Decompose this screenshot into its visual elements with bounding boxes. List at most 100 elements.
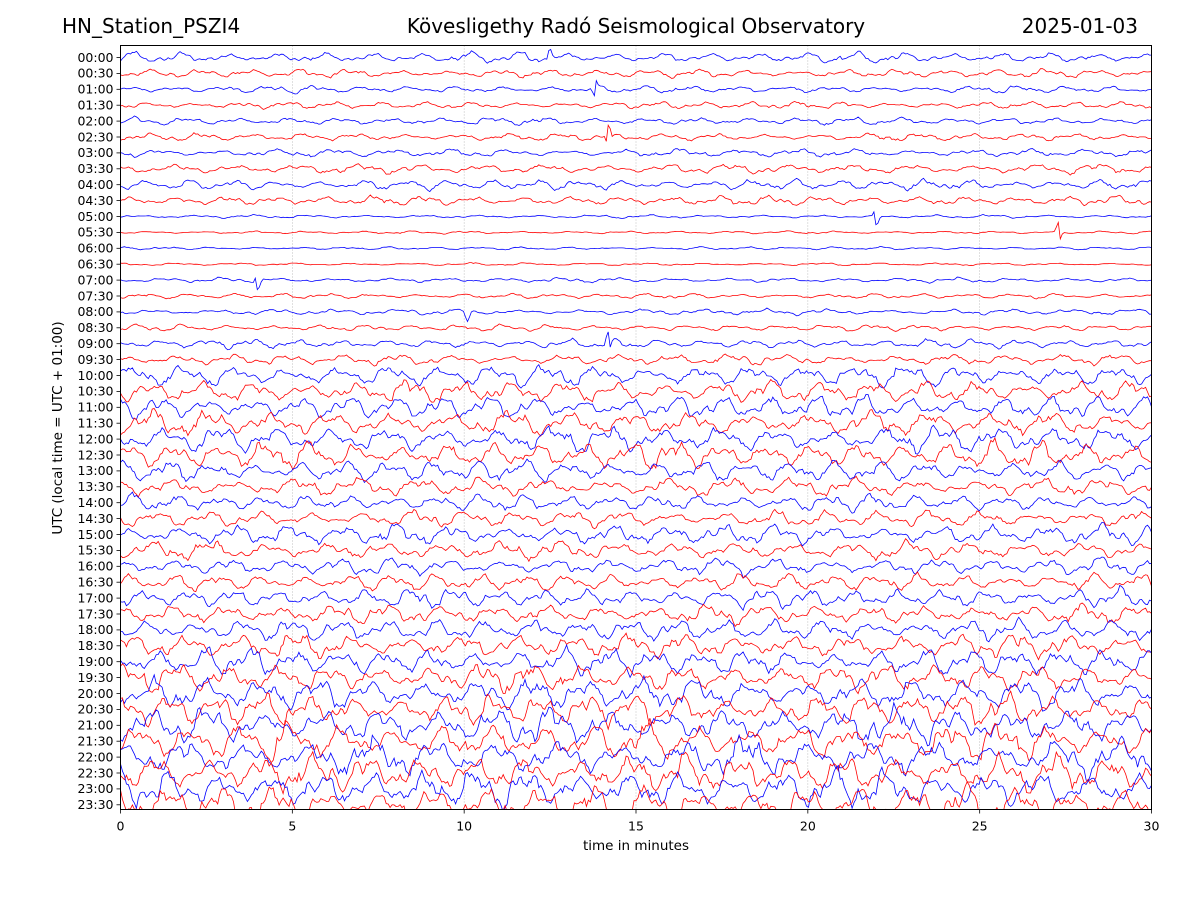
trace-row-0600: [120, 246, 1152, 251]
trace-row-1700: [120, 584, 1152, 612]
x-tick-label: 5: [288, 819, 296, 834]
trace-row-0230: [120, 123, 1152, 142]
trace-row-2200: [120, 733, 1152, 782]
y-tick-label: 18:00: [77, 622, 113, 637]
trace-row-2000: [120, 673, 1152, 712]
trace-row-2030: [120, 690, 1152, 731]
trace-row-1630: [120, 571, 1152, 593]
trace-row-0630: [120, 262, 1152, 267]
trace-row-2330: [120, 781, 1149, 810]
y-tick-label: 11:00: [77, 400, 113, 415]
trace-row-1430: [120, 508, 1152, 530]
y-tick-label: 16:00: [77, 559, 113, 574]
trace-row-1030: [120, 378, 1152, 403]
y-tick-label: 19:00: [77, 654, 113, 669]
trace-row-0900: [120, 331, 1152, 351]
grid-layer: [292, 45, 980, 810]
trace-row-0700: [120, 276, 1152, 291]
trace-row-1900: [120, 643, 1152, 679]
y-tick-label: 17:30: [77, 606, 113, 621]
trace-row-2100: [120, 701, 1152, 747]
trace-row-0000: [120, 48, 1152, 64]
y-tick-label: 15:30: [77, 543, 113, 558]
y-tick-label: 21:30: [77, 734, 113, 749]
y-tick-label: 03:30: [77, 161, 113, 176]
y-tick-label: 14:30: [77, 511, 113, 526]
y-tick-label: 22:30: [77, 765, 113, 780]
trace-row-1600: [120, 556, 1152, 579]
trace-row-0530: [120, 220, 1152, 241]
y-tick-label: 00:30: [77, 66, 113, 81]
trace-row-1400: [120, 491, 1152, 514]
y-tick-label: 01:30: [77, 98, 113, 113]
y-tick-label: 12:00: [77, 431, 113, 446]
trace-row-0430: [120, 194, 1152, 207]
y-tick-label: 08:30: [77, 320, 113, 335]
y-tick-label: 15:00: [77, 527, 113, 542]
trace-row-2230: [120, 750, 1152, 796]
y-tick-label: 12:30: [77, 447, 113, 462]
y-tick-label: 07:00: [77, 272, 113, 287]
trace-row-1530: [120, 538, 1152, 563]
x-tick-label: 15: [628, 819, 644, 834]
trace-row-0930: [120, 353, 1152, 367]
y-axis-label: UTC (local time = UTC + 01:00): [50, 321, 66, 534]
y-tick-label: 06:30: [77, 257, 113, 272]
trace-row-1800: [120, 616, 1152, 643]
x-tick-label: 10: [456, 819, 472, 834]
trace-row-1330: [120, 475, 1152, 498]
y-tick-label: 05:30: [77, 225, 113, 240]
y-tick-label: 13:30: [77, 479, 113, 494]
y-tick-label: 03:00: [77, 145, 113, 160]
y-tick-label: 09:00: [77, 336, 113, 351]
observatory-title: Kövesligethy Radó Seismological Observat…: [406, 14, 866, 38]
y-tick-label: 23:00: [77, 781, 113, 796]
y-tick-label: 16:30: [77, 575, 113, 590]
trace-row-1730: [120, 602, 1152, 628]
x-tick-label: 0: [117, 819, 125, 834]
trace-row-1300: [120, 458, 1152, 484]
y-tick-label: 20:00: [77, 686, 113, 701]
y-tick-label: 10:30: [77, 384, 113, 399]
y-tick-label: 22:00: [77, 749, 113, 764]
y-tick-label: 18:30: [77, 638, 113, 653]
y-tick-label: 04:30: [77, 193, 113, 208]
y-tick-label: 05:00: [77, 209, 113, 224]
trace-row-0500: [120, 210, 1152, 226]
trace-row-1830: [120, 632, 1152, 661]
y-tick-label: 23:30: [77, 797, 113, 812]
trace-layer: [120, 48, 1152, 810]
y-tick-label: 00:00: [77, 50, 113, 65]
trace-row-1500: [120, 521, 1152, 547]
y-tick-label: 04:00: [77, 177, 113, 192]
trace-row-0130: [120, 100, 1152, 110]
trace-row-1930: [120, 663, 1152, 695]
trace-row-1100: [120, 394, 1152, 421]
trace-row-1000: [120, 363, 1152, 389]
trace-row-0300: [120, 148, 1152, 158]
y-tick-label: 21:00: [77, 718, 113, 733]
y-tick-label: 13:00: [77, 463, 113, 478]
y-tick-label: 01:00: [77, 82, 113, 97]
x-axis-ticks: 0 5 10 15 20 25 30: [117, 809, 1159, 834]
trace-row-0830: [120, 323, 1152, 332]
trace-row-0400: [120, 177, 1152, 193]
y-axis-ticks: 00:0000:3001:0001:3002:0002:3003:0003:30…: [77, 50, 121, 812]
y-tick-label: 07:30: [77, 288, 113, 303]
y-tick-label: 02:00: [77, 113, 113, 128]
y-tick-label: 08:00: [77, 304, 113, 319]
y-tick-label: 14:00: [77, 495, 113, 510]
trace-row-0030: [120, 68, 1152, 79]
trace-row-0330: [120, 163, 1152, 176]
y-tick-label: 06:00: [77, 241, 113, 256]
x-axis-label: time in minutes: [583, 838, 689, 854]
trace-row-1230: [120, 436, 1152, 471]
x-tick-label: 20: [800, 819, 816, 834]
trace-row-0100: [120, 79, 1152, 98]
y-tick-label: 02:30: [77, 129, 113, 144]
date-title: 2025-01-03: [1021, 14, 1138, 38]
trace-row-0200: [120, 115, 1152, 126]
trace-row-1130: [120, 408, 1152, 437]
station-title: HN_Station_PSZI4: [62, 14, 241, 38]
